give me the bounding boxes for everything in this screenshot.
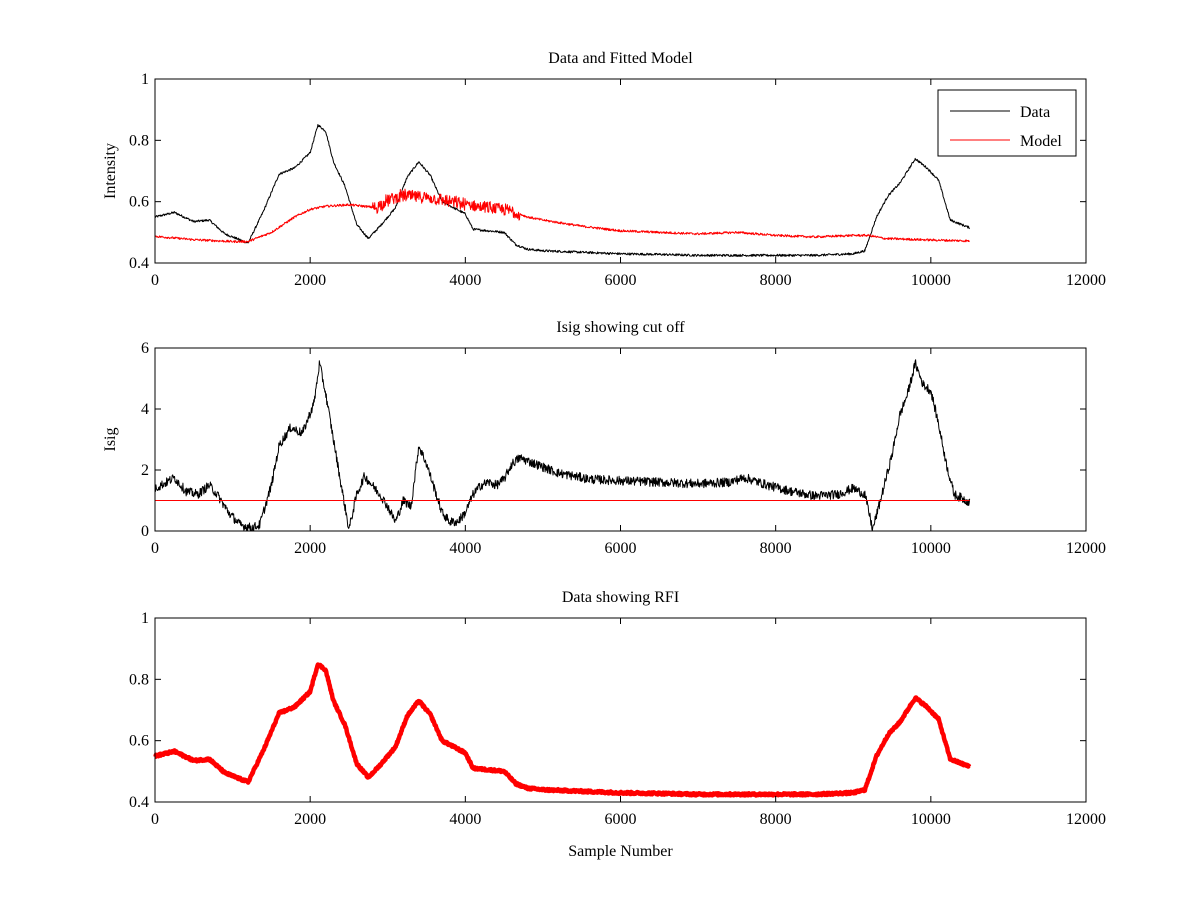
- x-tick-label: 4000: [449, 540, 481, 557]
- series-line-series-0: [154, 359, 971, 532]
- y-tick-label: 0.6: [129, 733, 149, 750]
- x-tick-label: 2000: [294, 540, 326, 557]
- legend-entry-model: Model: [1020, 133, 1062, 150]
- x-tick-label: 0: [151, 540, 159, 557]
- panel-data-showing-rfi: 0 2000 4000 6000 8000 10000 12000 0.4 0.6 0.8 1 Dat…: [129, 589, 1106, 860]
- x-tick-label: 0: [151, 811, 159, 828]
- axes-box: [154, 347, 1087, 532]
- y-axis-label: Intensity: [102, 143, 119, 199]
- chart-title: Isig showing cut off: [556, 319, 685, 336]
- y-tick-label: 0: [141, 523, 149, 540]
- y-tick-label: 1: [141, 610, 149, 627]
- y-tick-label: 4: [141, 401, 149, 418]
- chart-title: Data showing RFI: [562, 589, 679, 606]
- axes-box: [154, 617, 1087, 803]
- x-tick-label: 6000: [605, 811, 637, 828]
- panel-data-and-fitted-model: 0 2000 4000 6000 8000 10000 12000 0.4 0.6 0.8 1 Dat…: [102, 50, 1106, 289]
- x-tick-label: 2000: [294, 811, 326, 828]
- x-tick-label: 8000: [760, 272, 792, 289]
- x-tick-label: 4000: [449, 272, 481, 289]
- x-tick-label: 8000: [760, 811, 792, 828]
- x-tick-label: 12000: [1066, 272, 1106, 289]
- x-tick-label: 6000: [605, 272, 637, 289]
- series-line-series-0: [153, 662, 972, 798]
- chart-title: Data and Fitted Model: [548, 50, 693, 67]
- series-line-data: [154, 124, 971, 257]
- y-tick-label: 0.4: [129, 794, 149, 811]
- panel-isig-showing-cut-off: 0 2000 4000 6000 8000 10000 12000 0 2 4 6 Isig show…: [102, 319, 1106, 557]
- x-tick-label: 12000: [1066, 540, 1106, 557]
- y-tick-label: 1: [141, 71, 149, 88]
- x-tick-label: 10000: [911, 272, 951, 289]
- x-tick-label: 6000: [605, 540, 637, 557]
- legend-entry-data: Data: [1020, 104, 1050, 121]
- y-tick-label: 0.8: [129, 132, 149, 149]
- legend: Data Model: [937, 89, 1077, 157]
- x-tick-label: 4000: [449, 811, 481, 828]
- x-tick-label: 8000: [760, 540, 792, 557]
- x-tick-label: 12000: [1066, 811, 1106, 828]
- legend-box: [937, 89, 1077, 157]
- x-tick-label: 2000: [294, 272, 326, 289]
- y-tick-label: 0.4: [129, 255, 149, 272]
- y-tick-label: 0.8: [129, 671, 149, 688]
- y-tick-label: 2: [141, 462, 149, 479]
- x-tick-label: 0: [151, 272, 159, 289]
- series-line-model: [154, 188, 970, 244]
- y-tick-label: 0.6: [129, 194, 149, 211]
- y-axis-label: Isig: [102, 428, 119, 452]
- x-tick-label: 10000: [911, 540, 951, 557]
- x-tick-label: 10000: [911, 811, 951, 828]
- y-tick-label: 6: [141, 340, 149, 357]
- x-axis-label: Sample Number: [568, 843, 673, 860]
